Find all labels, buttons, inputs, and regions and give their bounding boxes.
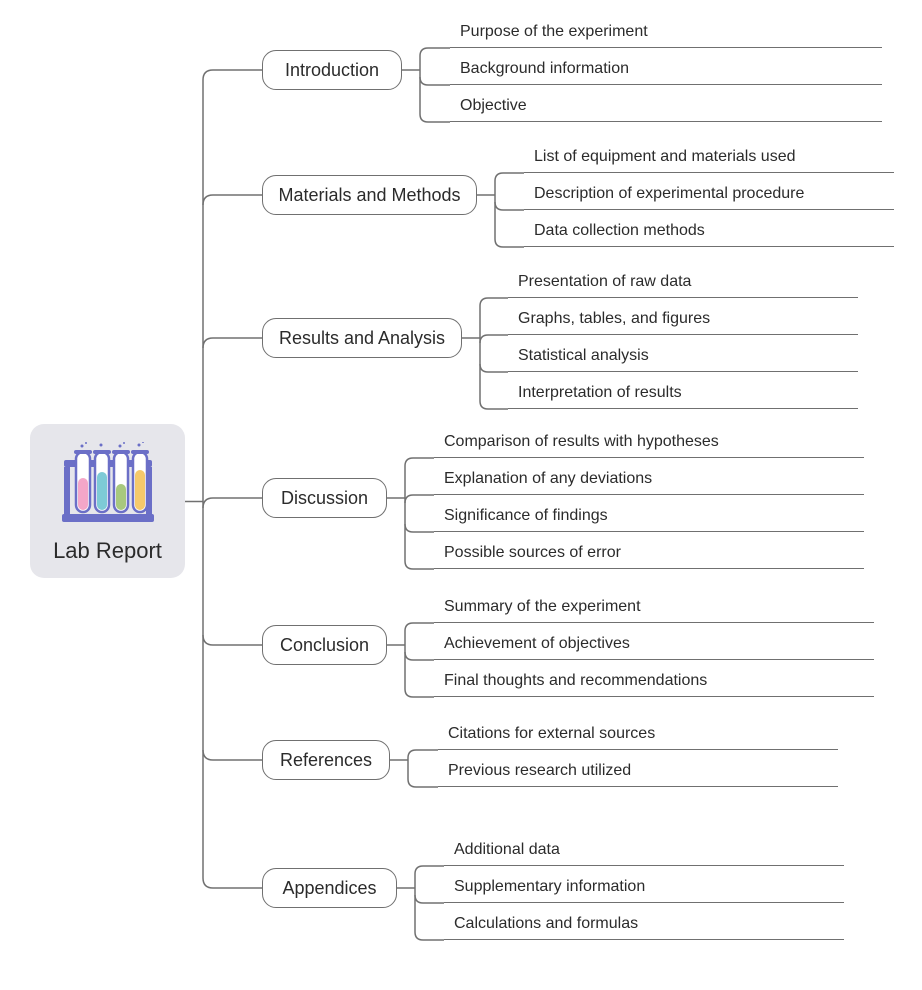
section-node: Conclusion: [262, 625, 387, 665]
leaf-node: Calculations and formulas: [444, 910, 844, 940]
leaf-node: Purpose of the experiment: [450, 18, 882, 48]
leaf-node: Statistical analysis: [508, 342, 858, 372]
section-node: Results and Analysis: [262, 318, 462, 358]
section-node: Introduction: [262, 50, 402, 90]
leaf-node: Graphs, tables, and figures: [508, 305, 858, 335]
leaf-node: Supplementary information: [444, 873, 844, 903]
leaf-node: Possible sources of error: [434, 539, 864, 569]
leaf-node: Summary of the experiment: [434, 593, 874, 623]
leaf-node: Final thoughts and recommendations: [434, 667, 874, 697]
leaf-node: Background information: [450, 55, 882, 85]
leaf-node: Previous research utilized: [438, 757, 838, 787]
leaf-node: Interpretation of results: [508, 379, 858, 409]
leaf-node: Objective: [450, 92, 882, 122]
section-node: Appendices: [262, 868, 397, 908]
leaf-node: Explanation of any deviations: [434, 465, 864, 495]
leaf-node: Comparison of results with hypotheses: [434, 428, 864, 458]
section-node: References: [262, 740, 390, 780]
section-node: Materials and Methods: [262, 175, 477, 215]
leaf-node: Data collection methods: [524, 217, 894, 247]
leaf-node: Achievement of objectives: [434, 630, 874, 660]
leaf-node: Significance of findings: [434, 502, 864, 532]
leaf-node: Presentation of raw data: [508, 268, 858, 298]
leaf-node: Additional data: [444, 836, 844, 866]
leaf-node: List of equipment and materials used: [524, 143, 894, 173]
leaf-node: Description of experimental procedure: [524, 180, 894, 210]
leaf-node: Citations for external sources: [438, 720, 838, 750]
section-node: Discussion: [262, 478, 387, 518]
